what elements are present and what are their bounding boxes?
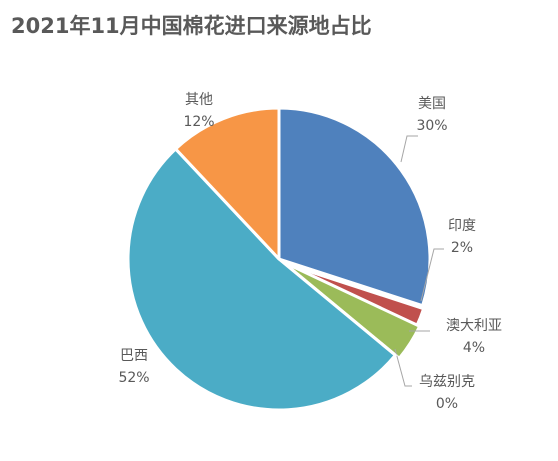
slice-5-value-label: 12% (183, 114, 214, 130)
slice-4-wedge (126, 147, 397, 412)
slice-4-value-label: 52% (118, 370, 149, 386)
slice-0-leader-line (400, 135, 418, 163)
slice-1-value-label: 2% (451, 240, 473, 256)
chart-title: 2021年11月中国棉花进口来源地占比 (11, 14, 372, 38)
slice-4-name-label: 巴西 (120, 348, 148, 364)
slice-3-name-label: 乌兹别克 (419, 374, 475, 390)
slice-1-leader-line (420, 248, 444, 302)
slice-5-name-label: 其他 (185, 92, 213, 108)
slice-2-name-label: 澳大利亚 (446, 318, 502, 334)
slice-1-name-label: 印度 (448, 218, 476, 234)
slice-3-value-label: 0% (436, 396, 458, 412)
slice-5-wedge (174, 106, 281, 261)
slice-0-name-label: 美国 (418, 96, 446, 112)
slice-3-leader-line (394, 348, 412, 387)
slice-0-wedge (277, 106, 432, 308)
slice-2-wedge (281, 260, 422, 360)
slice-0-value-label: 30% (416, 118, 447, 134)
slice-2-value-label: 4% (463, 340, 485, 356)
